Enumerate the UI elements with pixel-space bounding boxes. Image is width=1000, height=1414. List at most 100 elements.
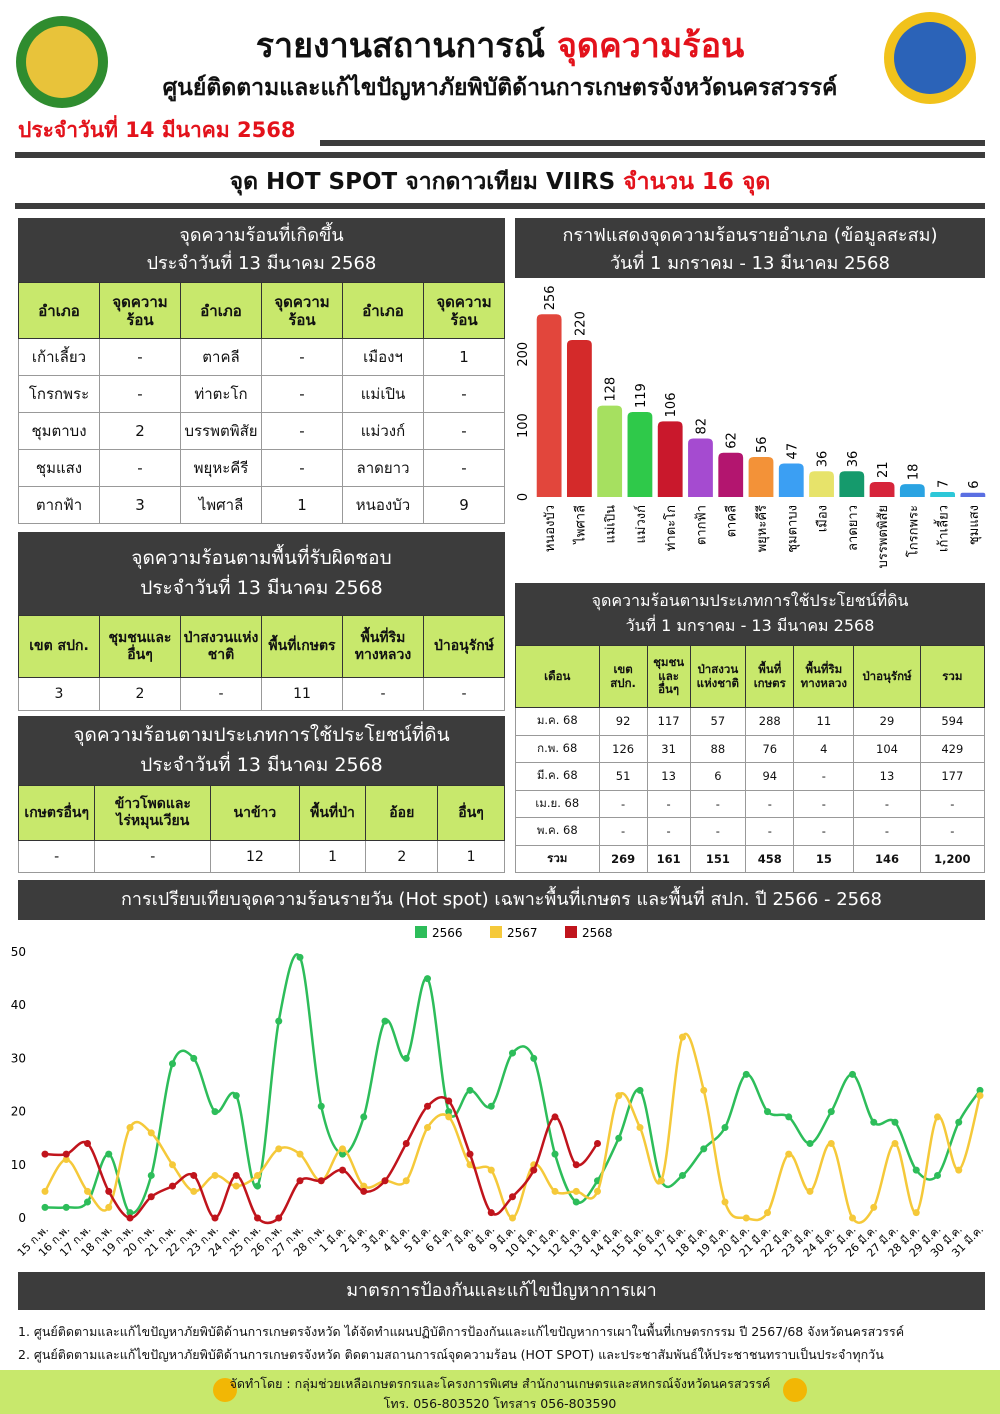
point	[424, 1124, 431, 1132]
table-cell: -	[853, 817, 921, 846]
point	[169, 1060, 176, 1068]
point	[955, 1118, 963, 1126]
point	[232, 1182, 240, 1190]
point	[912, 1209, 920, 1217]
point	[296, 1177, 304, 1185]
y-tick-label: 40	[11, 998, 26, 1012]
table-cell: 9	[423, 486, 505, 524]
header-cell: จุดความ ร้อน	[423, 282, 505, 339]
table-cell: -	[689, 817, 747, 846]
table-row: ก.พ. 68 126 31 88 76 4 104 429	[515, 734, 986, 763]
table: เขต สปก. ชุมชนและ อื่นๆ ป่าสงวนแห่ง ชาติ พื…	[18, 615, 505, 711]
data-label: 18	[906, 464, 921, 481]
ministry-logo-inner	[26, 26, 98, 98]
table-cell: 3	[99, 486, 181, 524]
point	[466, 1150, 474, 1158]
y-tick-label: 30	[11, 1051, 26, 1065]
point	[62, 1203, 70, 1211]
table-cell: ชุมแสง	[18, 449, 100, 487]
point	[339, 1150, 346, 1158]
point	[721, 1198, 729, 1206]
table-cell: พยุหะคีรี	[180, 449, 262, 487]
table-cell: 29	[853, 707, 921, 736]
bar	[930, 492, 956, 497]
table-cell: เม.ย. 68	[515, 789, 600, 818]
point	[317, 1177, 325, 1185]
point	[254, 1214, 261, 1222]
line-chart-title: การเปรียบเทียบจุดความร้อนรายวัน (Hot spo…	[18, 880, 985, 920]
point	[275, 1214, 283, 1222]
table-cell: 594	[919, 707, 986, 736]
table-cell: ลาดยาว	[342, 449, 424, 487]
table-cell: -	[261, 375, 343, 413]
table-cell: ก.พ. 68	[515, 734, 600, 763]
point	[232, 1092, 240, 1100]
point	[615, 1092, 623, 1100]
point	[806, 1187, 814, 1195]
point	[402, 1140, 410, 1148]
header-cell: พื้นที่ป่า	[298, 785, 367, 841]
point	[934, 1171, 941, 1179]
y-tick-label: 10	[11, 1158, 26, 1172]
point	[870, 1118, 878, 1126]
point	[700, 1145, 708, 1153]
table-cell: โกรกพระ	[18, 375, 100, 413]
header-cell: อื่นๆ	[437, 785, 505, 841]
data-label: 106	[664, 393, 679, 418]
banner-text: จุด HOT SPOT จากดาวเทียม VIIRS	[229, 169, 616, 195]
point	[147, 1193, 155, 1201]
series-line	[44, 1096, 599, 1225]
point	[636, 1086, 644, 1094]
table-block: จุดความร้อนที่เกิดขึ้น ประจำวันที่ 13 มีน…	[18, 218, 505, 524]
legend-label: 2567	[507, 926, 538, 940]
header-cell: เขต สปก.	[598, 645, 648, 708]
table-row: 3 2-11- -	[18, 677, 505, 711]
table-row: ตากฟ้า 3 ไพศาลี 1 หนองบัว 9	[18, 486, 505, 524]
table-cell: ท่าตะโก	[180, 375, 262, 413]
title-line: วันที่ 1 มกราคม - 13 มีนาคม 2568	[610, 253, 890, 274]
legend-label: 2566	[432, 926, 463, 940]
point	[105, 1187, 113, 1195]
point	[955, 1166, 963, 1174]
bar	[566, 339, 592, 497]
table-cell: 146	[853, 844, 921, 873]
table-cell: -	[17, 840, 96, 873]
table-cell: เมืองฯ	[342, 338, 424, 376]
point	[41, 1203, 49, 1211]
table-row: เก้าเลี้ยว - ตาคลี - เมืองฯ 1	[18, 338, 505, 376]
point	[211, 1108, 219, 1116]
table-cell: 88	[689, 734, 747, 763]
x-tick-label: แม่วงก์	[633, 505, 649, 543]
header-cell: ป่าอนุรักษ์	[423, 615, 505, 678]
table-cell: 57	[689, 707, 747, 736]
table-title-line: จุดความร้อนตามประเภทการใช้ประโยชน์ที่ดิน	[73, 724, 450, 747]
x-tick-label: โกรกพระ	[905, 505, 921, 557]
table-cell: -	[598, 789, 648, 818]
point	[657, 1177, 665, 1185]
point	[211, 1214, 219, 1222]
header-cell: เดือน	[515, 645, 600, 708]
table-cell: 13	[853, 762, 921, 791]
table-cell: -	[745, 789, 795, 818]
table-cell: 1	[298, 840, 367, 873]
table-cell: 161	[646, 844, 691, 873]
table-cell: -	[99, 375, 181, 413]
rule	[15, 152, 985, 158]
data-label: 6	[967, 480, 982, 488]
table-cell: -	[342, 677, 424, 711]
x-tick-label: พยุหะคีรี	[754, 505, 770, 552]
x-tick-label: ลาดยาว	[846, 505, 861, 551]
header-cell: จุดความ ร้อน	[261, 282, 343, 339]
table-cell: 6	[689, 762, 747, 791]
point	[360, 1113, 368, 1121]
point	[84, 1198, 91, 1206]
table-cell: 94	[745, 762, 795, 791]
header-cell: จุดความ ร้อน	[99, 282, 181, 339]
table-cell: แม่วงก์	[342, 412, 424, 450]
table-cell: -	[94, 840, 212, 873]
table-cell: -	[261, 412, 343, 450]
point	[976, 1086, 984, 1094]
table-row: ชุมแสง - พยุหะคีรี - ลาดยาว -	[18, 449, 505, 487]
banner-count: จำนวน 16 จุด	[623, 169, 771, 195]
